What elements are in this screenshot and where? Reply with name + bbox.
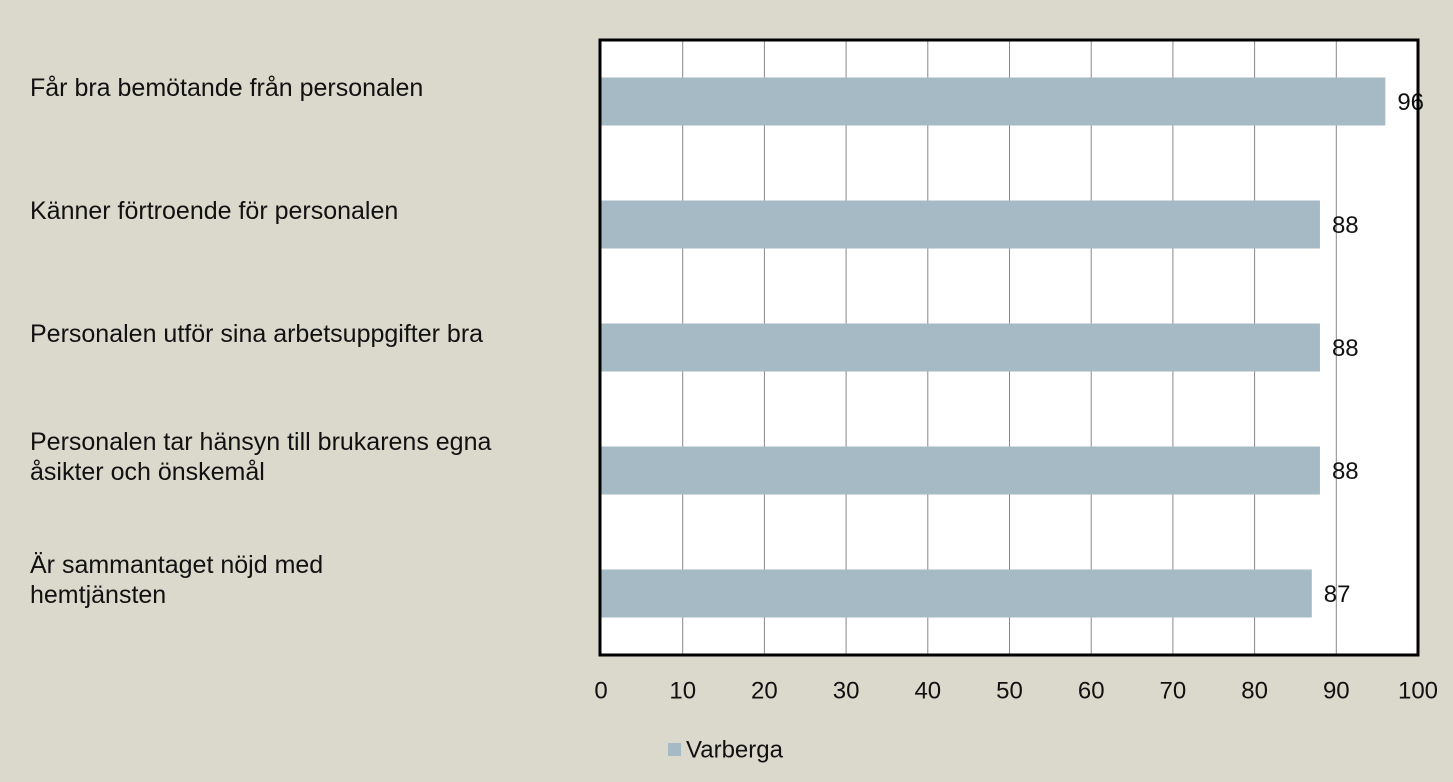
value-label: 88 (1332, 458, 1359, 485)
x-tick-label: 90 (1323, 677, 1350, 704)
legend-swatch (668, 743, 681, 756)
value-label: 88 (1332, 212, 1359, 239)
x-tick-label: 80 (1241, 677, 1268, 704)
bar (601, 323, 1320, 372)
y-tick-label: Känner förtroende för personalen (30, 196, 399, 225)
x-tick-label: 10 (669, 677, 696, 704)
plot-border (598, 38, 1420, 657)
x-tick-label: 100 (1398, 677, 1438, 704)
y-tick-label: Är sammantaget nöjd med hemtjänsten (30, 550, 324, 609)
bar (601, 569, 1312, 618)
bar (601, 200, 1320, 249)
legend-label: Varberga (686, 736, 784, 763)
bar (601, 446, 1320, 495)
bar (601, 77, 1386, 126)
x-tick-label: 60 (1078, 677, 1105, 704)
x-tick-label: 40 (914, 677, 941, 704)
value-label: 87 (1324, 581, 1351, 608)
x-tick-label: 50 (996, 677, 1023, 704)
y-tick-label: Får bra bemötande från personalen (30, 73, 424, 102)
x-tick-label: 70 (1160, 677, 1187, 704)
value-label: 88 (1332, 335, 1359, 362)
y-tick-label: Personalen utför sina arbetsuppgifter br… (30, 319, 484, 348)
y-tick-label: Personalen tar hänsyn till brukarens egn… (30, 427, 492, 486)
x-tick-label: 0 (594, 677, 607, 704)
value-label: 96 (1397, 89, 1424, 116)
x-tick-label: 20 (751, 677, 778, 704)
x-tick-label: 30 (833, 677, 860, 704)
